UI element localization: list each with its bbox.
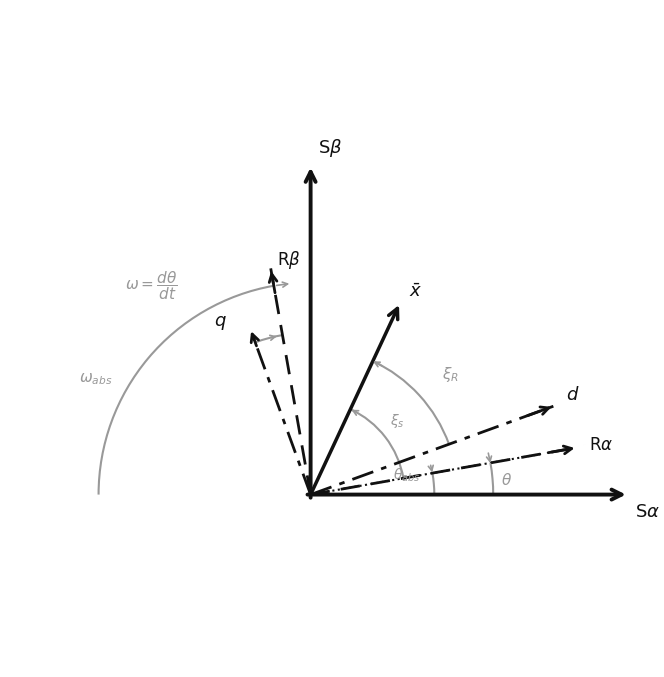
Text: $q$: $q$ <box>214 313 226 332</box>
Text: $\xi_R$: $\xi_R$ <box>442 365 459 384</box>
Text: $\bar{x}$: $\bar{x}$ <box>409 282 422 301</box>
Text: $d$: $d$ <box>566 386 580 404</box>
Text: R$\beta$: R$\beta$ <box>277 249 300 271</box>
Text: $\omega_{abs}$: $\omega_{abs}$ <box>78 371 112 387</box>
Text: R$\alpha$: R$\alpha$ <box>589 437 614 454</box>
Text: $\theta$: $\theta$ <box>501 472 513 487</box>
Text: $\theta_{abs}$: $\theta_{abs}$ <box>393 467 420 484</box>
Text: $\omega = \dfrac{d\theta}{dt}$: $\omega = \dfrac{d\theta}{dt}$ <box>125 269 177 301</box>
Text: $\xi_s$: $\xi_s$ <box>390 412 404 430</box>
Text: S$\beta$: S$\beta$ <box>318 137 343 159</box>
Text: S$\alpha$: S$\alpha$ <box>635 504 659 521</box>
